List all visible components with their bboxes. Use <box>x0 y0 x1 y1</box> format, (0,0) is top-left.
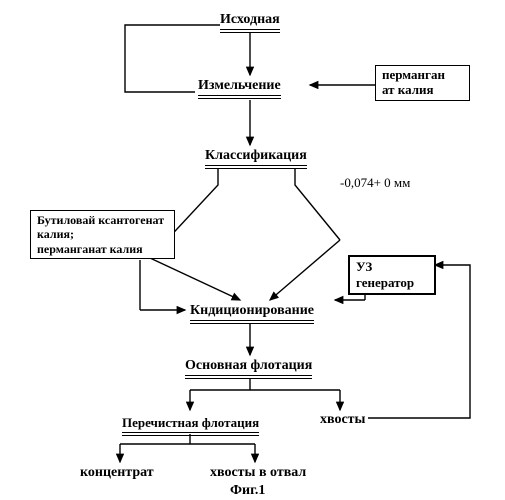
node-reagent-l2: калия; <box>37 227 168 241</box>
node-source: Исходная <box>220 12 280 33</box>
node-us-generator-label: УЗ генератор <box>356 259 414 290</box>
label-size-fraction: -0,074+ 0 мм <box>340 175 410 191</box>
node-condition-label: Кндиционирование <box>190 303 314 324</box>
node-source-label: Исходная <box>220 12 280 33</box>
node-classify-label: Классификация <box>205 148 307 169</box>
label-concentrate: концентрат <box>80 465 154 481</box>
node-clean-flotation: Перечистная флотация <box>122 415 259 436</box>
node-clean-flotation-label: Перечистная флотация <box>122 415 259 436</box>
node-reagent: Бутиловай ксантогенат калия; перманганат… <box>30 210 175 259</box>
figure-caption: Фиг.1 <box>230 483 265 499</box>
node-condition: Кндиционирование <box>190 303 314 324</box>
node-main-flotation-label: Основная флотация <box>185 358 312 379</box>
node-permanganate-l2: ат калия <box>382 83 463 98</box>
node-reagent-l1: Бутиловай ксантогенат <box>37 213 168 227</box>
node-grinding: Измельчение <box>198 78 281 99</box>
label-tails: хвосты <box>320 412 366 428</box>
label-tails-dump: хвосты в отвал <box>210 465 306 481</box>
node-grinding-label: Измельчение <box>198 78 281 99</box>
node-permanganate-l1: перманган <box>382 68 463 83</box>
node-reagent-l3: перманганат калия <box>37 242 168 256</box>
node-permanganate: перманган ат калия <box>375 65 470 101</box>
node-us-generator: УЗ генератор <box>348 255 436 295</box>
node-classify: Классификация <box>205 148 307 169</box>
node-main-flotation: Основная флотация <box>185 358 312 379</box>
